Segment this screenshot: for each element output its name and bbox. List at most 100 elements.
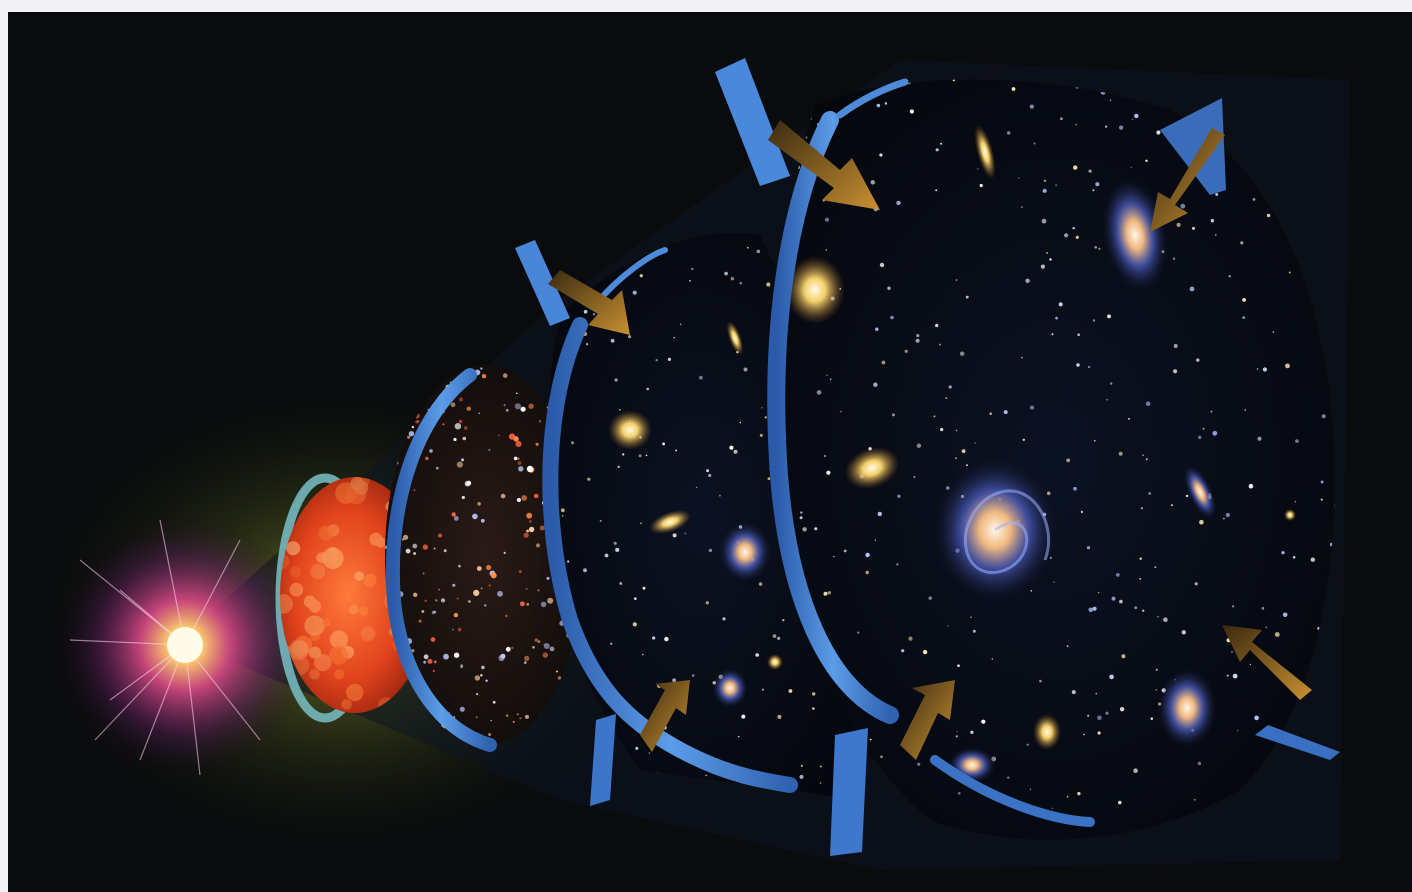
galaxy-speck — [955, 735, 958, 738]
galaxy-speck — [561, 515, 564, 517]
star-speck — [422, 572, 425, 575]
galaxy-speck — [756, 249, 761, 254]
galaxy-speck — [935, 323, 939, 328]
galaxy-speck — [799, 516, 803, 520]
galaxy-speck — [1133, 768, 1138, 773]
galaxy-speck — [567, 560, 570, 563]
galaxy-speck — [865, 570, 869, 575]
galaxy-speck — [890, 315, 894, 320]
galaxy-speck — [1295, 439, 1299, 443]
galaxy-speck — [1030, 590, 1033, 592]
plasma-blob — [289, 639, 310, 660]
galaxy-speck — [759, 433, 763, 437]
galaxy-speck — [1128, 418, 1130, 420]
galaxy-speck — [1142, 454, 1144, 457]
galaxy-speck — [887, 286, 891, 290]
galaxy-speck — [1232, 673, 1238, 679]
galaxy-speck — [587, 477, 591, 481]
galaxy-speck — [1294, 500, 1297, 503]
star-speck — [556, 670, 558, 673]
star-speck — [451, 512, 456, 517]
galaxy-speck — [1066, 645, 1069, 648]
star-speck — [492, 700, 496, 704]
galaxy-speck — [1076, 363, 1080, 367]
galaxy-speck — [592, 313, 596, 316]
galaxy-speck — [583, 309, 588, 314]
star-speck — [537, 640, 541, 643]
galaxy-speck — [1285, 363, 1290, 369]
star-speck — [485, 679, 488, 682]
galaxy-speck — [1212, 430, 1218, 436]
galaxy-speck — [640, 522, 642, 525]
galaxy-speck — [1254, 715, 1259, 721]
galaxy-speck — [877, 511, 882, 517]
plasma-blob — [308, 600, 322, 613]
star-speck — [413, 489, 416, 492]
star-speck — [466, 406, 471, 411]
star-speck — [525, 587, 528, 590]
star-speck — [452, 628, 454, 631]
galaxy-speck — [979, 183, 983, 188]
plasma-blob — [322, 618, 331, 628]
galaxy-speck — [981, 719, 986, 724]
plasma-blob — [318, 525, 334, 541]
galaxy-speck — [1107, 314, 1111, 319]
star-speck — [466, 480, 472, 486]
galaxy-speck — [1163, 617, 1168, 622]
star-speck — [488, 448, 491, 451]
star-speck — [519, 717, 522, 720]
star-speck — [411, 649, 415, 653]
galaxy-speck — [1180, 203, 1186, 209]
star-speck — [411, 426, 414, 429]
star-speck — [475, 716, 478, 719]
galaxy-speck — [1226, 674, 1229, 677]
galaxy-speck — [1066, 795, 1069, 798]
galaxy-speck — [1320, 480, 1324, 484]
galaxy-speck — [824, 217, 830, 222]
star-speck — [508, 433, 516, 440]
galaxy-speck — [775, 118, 779, 122]
star-speck — [453, 652, 460, 658]
galaxy-speck — [876, 103, 881, 108]
galaxy-speck — [1071, 690, 1076, 695]
galaxy-speck — [722, 617, 726, 621]
star-speck — [523, 532, 529, 538]
galaxy-speck — [805, 136, 808, 139]
galaxy-speck — [957, 792, 961, 795]
star-speck — [518, 570, 522, 573]
galaxy-speck — [1249, 663, 1252, 666]
galaxy-speck — [1242, 316, 1246, 319]
galaxy-speck — [604, 553, 609, 558]
galaxy-speck — [1261, 607, 1265, 610]
galaxy-speck — [1088, 169, 1092, 173]
plasma-blob — [350, 477, 364, 491]
galaxy-speck — [1072, 227, 1075, 230]
galaxy-speck — [1055, 184, 1057, 187]
star-speck — [389, 375, 396, 382]
galaxy-speck — [583, 568, 587, 573]
galaxy-speck — [873, 382, 878, 387]
star-speck — [418, 381, 425, 388]
star-speck — [440, 598, 446, 603]
plasma-blob — [360, 626, 376, 641]
star-speck — [425, 456, 429, 461]
galaxy-speck — [1111, 596, 1116, 601]
star-speck — [438, 533, 443, 538]
galaxy-speck — [1210, 410, 1213, 413]
star-speck — [517, 461, 522, 465]
galaxy-speck — [1092, 189, 1095, 192]
galaxy-speck — [945, 397, 948, 399]
galaxy-speck — [1215, 234, 1217, 236]
galaxy-speck — [1281, 551, 1285, 555]
plasma-blob — [348, 604, 359, 615]
galaxy-speck — [1244, 409, 1246, 411]
galaxy-speck — [1098, 592, 1100, 594]
star-speck — [457, 627, 462, 632]
galaxy-speck — [719, 494, 721, 497]
plasma-blob — [346, 683, 364, 702]
plasma-blob — [294, 635, 313, 654]
star-speck — [432, 669, 435, 673]
galaxy-speck — [747, 246, 749, 249]
galaxy-speck — [809, 117, 812, 121]
galaxy-speck — [684, 532, 687, 535]
